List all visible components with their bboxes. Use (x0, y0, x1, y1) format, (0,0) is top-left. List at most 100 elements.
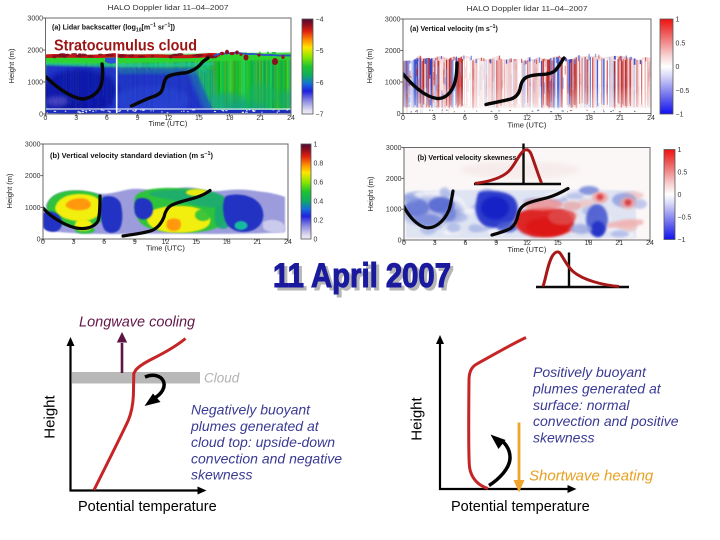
svg-text:Height: Height (42, 394, 59, 438)
svg-text:0: 0 (676, 64, 680, 71)
svg-text:2000: 2000 (27, 48, 43, 55)
svg-text:9: 9 (133, 239, 137, 246)
svg-text:−6: −6 (316, 80, 324, 87)
svg-text:Time (UTC): Time (UTC) (149, 119, 188, 128)
svg-text:−0.5: −0.5 (676, 88, 690, 95)
svg-text:Height (m): Height (m) (5, 173, 14, 209)
svg-text:1000: 1000 (27, 80, 43, 87)
svg-text:1000: 1000 (386, 207, 402, 214)
svg-text:HALO Doppler lidar 11–04–2007: HALO Doppler lidar 11–04–2007 (108, 3, 229, 12)
svg-text:6: 6 (464, 240, 468, 247)
svg-text:1000: 1000 (25, 205, 41, 212)
svg-text:(a) Vertical velocity (m s−1): (a) Vertical velocity (m s−1) (410, 24, 498, 33)
svg-text:HALO Doppler lidar 11–04–2007: HALO Doppler lidar 11–04–2007 (467, 4, 588, 13)
svg-text:Height (m): Height (m) (366, 176, 375, 212)
svg-text:surface: normal: surface: normal (533, 397, 630, 413)
svg-text:24: 24 (646, 240, 654, 247)
svg-text:24: 24 (284, 239, 292, 246)
svg-text:Time (UTC): Time (UTC) (146, 244, 185, 253)
svg-text:2000: 2000 (25, 173, 41, 180)
svg-text:21: 21 (615, 240, 623, 247)
svg-text:0: 0 (402, 240, 406, 247)
svg-text:plumes generated at: plumes generated at (190, 418, 320, 434)
svg-text:1: 1 (678, 147, 682, 154)
svg-text:24: 24 (287, 115, 295, 122)
svg-text:6: 6 (463, 115, 467, 122)
svg-text:15: 15 (554, 240, 562, 247)
svg-text:0: 0 (39, 112, 43, 119)
svg-text:skewness: skewness (191, 467, 252, 483)
svg-text:−0.5: −0.5 (678, 215, 692, 222)
svg-text:12: 12 (523, 240, 531, 247)
svg-text:9: 9 (494, 240, 498, 247)
svg-text:−1: −1 (676, 112, 684, 119)
svg-text:21: 21 (256, 115, 264, 122)
svg-text:2000: 2000 (386, 176, 402, 183)
svg-text:3000: 3000 (385, 17, 401, 24)
svg-text:0.5: 0.5 (676, 40, 686, 47)
svg-text:3: 3 (432, 115, 436, 122)
svg-text:Height (m): Height (m) (365, 48, 374, 84)
svg-text:15: 15 (195, 115, 203, 122)
svg-text:(b) Vertical velocity standard: (b) Vertical velocity standard deviation… (50, 151, 213, 160)
svg-text:plumes generated at: plumes generated at (532, 381, 662, 397)
svg-text:0: 0 (678, 192, 682, 199)
svg-text:convection and negative: convection and negative (191, 450, 342, 466)
svg-text:0: 0 (37, 237, 41, 244)
svg-text:Cloud: Cloud (204, 371, 240, 386)
svg-text:Height (m): Height (m) (7, 48, 16, 84)
svg-text:12: 12 (164, 115, 172, 122)
svg-text:0.8: 0.8 (314, 161, 324, 168)
svg-text:18: 18 (585, 115, 593, 122)
svg-text:18: 18 (226, 115, 234, 122)
svg-text:0.5: 0.5 (678, 170, 688, 177)
svg-text:Potential temperature: Potential temperature (78, 499, 217, 515)
svg-text:cloud top: upside-down: cloud top: upside-down (191, 434, 335, 450)
svg-text:3: 3 (72, 239, 76, 246)
svg-text:1000: 1000 (385, 80, 401, 87)
svg-text:15: 15 (554, 115, 562, 122)
svg-text:Height: Height (409, 396, 426, 440)
svg-text:3000: 3000 (386, 145, 402, 152)
svg-text:3: 3 (74, 115, 78, 122)
svg-text:0: 0 (41, 239, 45, 246)
svg-text:0: 0 (401, 115, 405, 122)
svg-text:24: 24 (647, 115, 655, 122)
svg-text:Positively buoyant: Positively buoyant (533, 364, 647, 380)
svg-text:skewness: skewness (533, 429, 594, 445)
svg-text:21: 21 (616, 115, 624, 122)
svg-text:−5: −5 (316, 48, 324, 55)
svg-text:18: 18 (223, 239, 231, 246)
svg-text:9: 9 (136, 115, 140, 122)
svg-text:1: 1 (314, 142, 318, 149)
svg-text:Negatively buoyant: Negatively buoyant (191, 402, 311, 418)
svg-text:−7: −7 (316, 112, 324, 119)
svg-text:18: 18 (585, 240, 593, 247)
svg-text:12: 12 (162, 239, 170, 246)
svg-text:11 April 2007: 11 April 2007 (273, 257, 451, 295)
svg-text:15: 15 (192, 239, 200, 246)
svg-text:2000: 2000 (385, 48, 401, 55)
svg-text:0: 0 (314, 237, 318, 244)
svg-text:Stratocumulus cloud: Stratocumulus cloud (54, 38, 197, 55)
svg-text:convection and positive: convection and positive (533, 413, 679, 429)
svg-text:0: 0 (44, 115, 48, 122)
svg-text:−4: −4 (316, 17, 324, 24)
svg-text:3000: 3000 (25, 142, 41, 149)
svg-text:0.6: 0.6 (314, 180, 324, 187)
svg-text:3000: 3000 (27, 16, 43, 23)
svg-text:(a) Lidar backscatter (log10[m: (a) Lidar backscatter (log10[m−1 sr−1]) (52, 23, 175, 34)
svg-text:9: 9 (494, 115, 498, 122)
svg-text:0: 0 (397, 111, 401, 118)
svg-text:Time (UTC): Time (UTC) (508, 121, 547, 130)
svg-text:0.4: 0.4 (314, 199, 324, 206)
svg-text:11 April 2007: 11 April 2007 (276, 260, 454, 298)
svg-text:12: 12 (523, 115, 531, 122)
svg-text:3: 3 (433, 240, 437, 247)
svg-text:1: 1 (676, 17, 680, 24)
svg-text:Shortwave heating: Shortwave heating (529, 468, 654, 485)
svg-text:6: 6 (102, 239, 106, 246)
svg-text:Potential temperature: Potential temperature (451, 499, 590, 515)
svg-text:21: 21 (253, 239, 261, 246)
svg-text:−1: −1 (678, 237, 686, 244)
